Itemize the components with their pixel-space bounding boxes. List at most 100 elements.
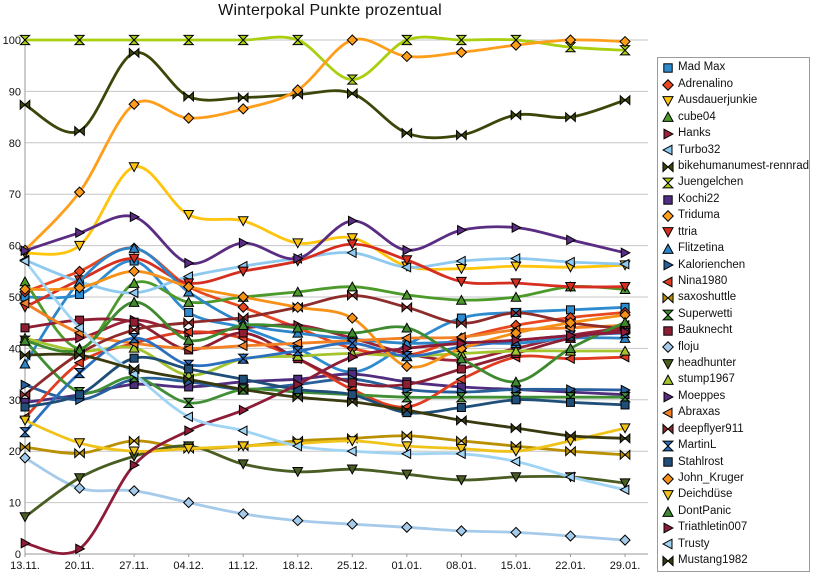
bowtie-h-marker-icon — [19, 441, 26, 453]
triangle-right-marker-icon — [348, 215, 359, 227]
diamond-marker-icon — [662, 472, 674, 485]
triangle-left-marker-icon — [564, 353, 575, 365]
square-marker-icon — [511, 395, 521, 405]
triangle-up-marker-icon — [662, 111, 674, 123]
triangle-left-marker-icon — [564, 471, 575, 483]
triangle-up-marker-icon — [19, 358, 31, 369]
triangle-up-marker-icon — [19, 335, 31, 346]
triangle-up-marker-icon — [455, 294, 468, 305]
triangle-down-marker-icon — [619, 282, 631, 293]
triangle-up-marker-icon — [346, 281, 358, 292]
legend-item: Ausdauerjunkie — [662, 93, 809, 109]
series-line — [23, 242, 627, 309]
y-axis-tick-label: 90 — [9, 86, 21, 98]
bowtie-h-marker-icon — [510, 307, 517, 319]
legend-item: Abraxas — [662, 405, 809, 421]
bowtie-v-marker-icon — [619, 49, 631, 56]
square-marker-icon — [75, 390, 85, 400]
bowtie-v-marker-icon — [73, 367, 86, 374]
legend-item-label: Triduma — [678, 209, 720, 222]
triangle-up-marker-icon — [510, 291, 522, 302]
diamond-icon — [662, 472, 674, 485]
bowtie-h-marker-icon — [456, 317, 463, 329]
legend-item: Kalorienchen — [662, 257, 809, 273]
triangle-up-marker-icon — [292, 327, 304, 338]
x-axis-label: 04.12. — [173, 560, 204, 572]
bowtie-v-marker-icon — [128, 333, 140, 339]
triangle-right-marker-icon — [457, 337, 468, 349]
bowtie-h-marker-icon — [401, 430, 408, 442]
square-marker-icon — [129, 353, 139, 363]
square-marker-icon — [184, 364, 194, 374]
square-marker-icon — [184, 307, 194, 317]
series-headhunter — [19, 441, 631, 523]
diamond-marker-icon — [401, 521, 413, 533]
triangle-left-marker-icon — [400, 448, 412, 460]
chart-title: Winterpokal Punkte prozentual — [218, 2, 442, 19]
triangle-left-icon — [662, 538, 673, 551]
triangle-left-marker-icon — [619, 484, 630, 496]
triangle-up-marker-icon — [401, 322, 413, 333]
legend-item-label: Deichdüse — [678, 488, 733, 501]
triangle-down-marker-icon — [73, 473, 86, 484]
series-line — [23, 434, 627, 457]
bowtie-h-marker-icon — [242, 92, 249, 104]
triangle-up-marker-icon — [510, 345, 522, 356]
triangle-up-marker-icon — [128, 277, 140, 288]
bowtie-v-marker-icon — [662, 309, 674, 316]
triangle-right-marker-icon — [75, 543, 86, 555]
triangle-right-marker-icon — [293, 378, 304, 390]
diamond-marker-icon — [619, 534, 631, 546]
bowtie-h-marker-icon — [456, 129, 463, 141]
diamond-marker-icon — [128, 98, 140, 110]
triangle-down-marker-icon — [73, 240, 86, 252]
y-axis-tick-label: 20 — [9, 446, 21, 458]
bowtie-h-marker-icon — [569, 111, 576, 123]
series-triathletin007 — [20, 326, 631, 555]
bowtie-h-marker-icon — [624, 94, 631, 106]
legend-item: Deichdüse — [662, 487, 809, 503]
y-axis-tick-label: 10 — [9, 498, 21, 510]
bowtie-h-marker-icon — [133, 47, 140, 59]
bowtie-h-marker-icon — [351, 289, 358, 301]
square-marker-icon — [620, 400, 630, 410]
bowtie-h-marker-icon — [74, 349, 81, 361]
bowtie-h-marker-icon — [24, 441, 31, 453]
triangle-up-marker-icon — [619, 316, 631, 327]
legend-item-label: Mad Max — [678, 61, 726, 74]
triangle-down-marker-icon — [346, 436, 358, 447]
triangle-left-marker-icon — [662, 538, 673, 551]
diamond-marker-icon — [73, 186, 86, 198]
diamond-marker-icon — [662, 341, 674, 354]
triangle-down-marker-icon — [346, 233, 358, 244]
square-marker-icon — [663, 457, 673, 468]
triangle-down-marker-icon — [401, 469, 413, 480]
series-line — [23, 51, 627, 140]
diamond-marker-icon — [510, 526, 522, 539]
bowtie-v-marker-icon — [128, 39, 140, 46]
series-line — [23, 214, 627, 265]
bowtie-h-marker-icon — [347, 396, 354, 408]
bowtie-v-icon — [662, 440, 674, 452]
bowtie-h-marker-icon — [183, 317, 190, 329]
bowtie-v-marker-icon — [19, 431, 31, 438]
triangle-left-marker-icon — [400, 261, 412, 273]
legend-item-label: Trusty — [678, 537, 710, 550]
triangle-right-marker-icon — [663, 390, 674, 403]
x-axis-label: 25.12. — [337, 560, 368, 572]
legend-item: Nina1980 — [662, 273, 809, 289]
triangle-left-marker-icon — [564, 256, 575, 268]
bowtie-h-marker-icon — [187, 317, 194, 329]
bowtie-v-marker-icon — [662, 440, 674, 447]
diamond-marker-icon — [237, 301, 249, 313]
triangle-left-icon — [662, 276, 673, 288]
legend-item: Flitzetina — [662, 241, 809, 257]
bowtie-v-marker-icon — [401, 34, 413, 41]
bowtie-v-marker-icon — [182, 39, 195, 46]
triangle-left-marker-icon — [619, 258, 630, 270]
legend-item-label: Ausdauerjunkie — [678, 94, 758, 107]
triangle-down-marker-icon — [292, 467, 304, 478]
bowtie-v-marker-icon — [291, 345, 304, 352]
bowtie-h-marker-icon — [128, 47, 135, 59]
bowtie-v-marker-icon — [662, 182, 674, 189]
